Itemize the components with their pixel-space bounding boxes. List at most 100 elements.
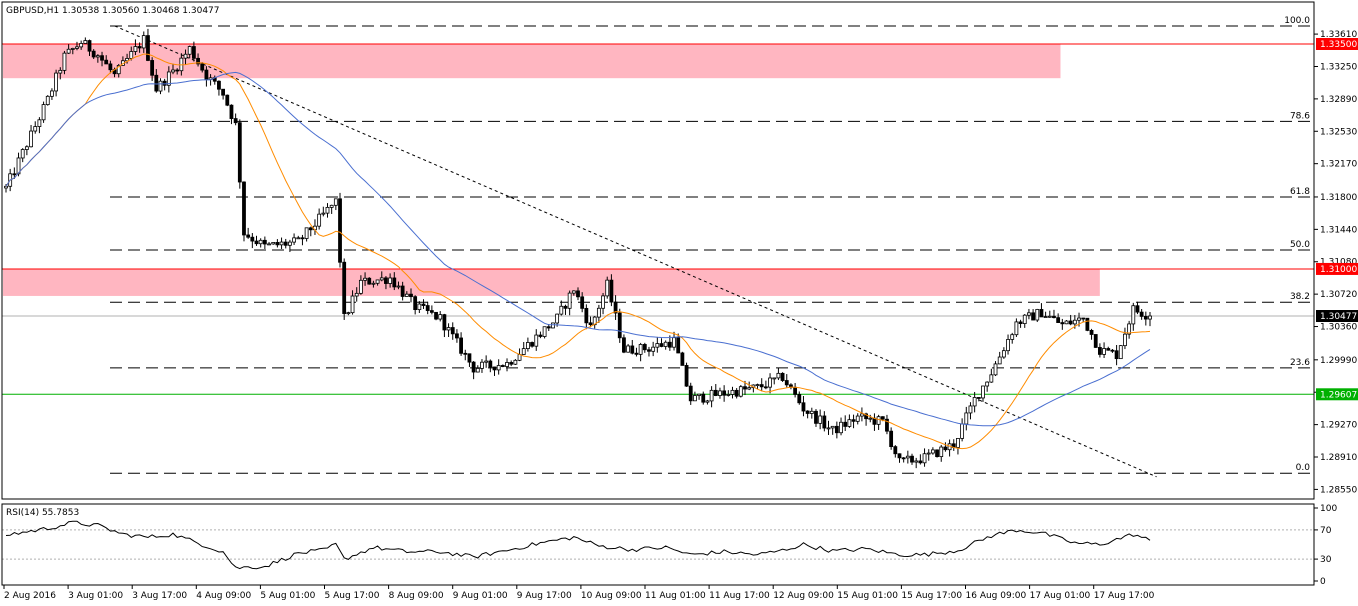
candle-body: [475, 368, 480, 373]
candle-body: [409, 293, 413, 298]
candle-body: [989, 374, 994, 383]
candle-body: [680, 352, 685, 366]
candle-body: [655, 343, 660, 348]
candle-body: [584, 307, 589, 324]
candle-body: [601, 295, 605, 309]
y-tick-label: 1.28550: [1320, 485, 1357, 495]
candle-body: [935, 449, 939, 458]
candle-body: [776, 372, 781, 379]
candle-body: [141, 35, 146, 49]
candle-body: [1006, 339, 1010, 352]
candle-body: [187, 46, 192, 55]
candle-body: [647, 349, 651, 352]
candle-body: [434, 311, 438, 320]
candle-body: [154, 74, 159, 92]
candle-body: [709, 389, 714, 402]
candle-body: [630, 345, 635, 354]
candle-body: [609, 279, 614, 303]
candle-body: [325, 207, 330, 214]
candle-body: [133, 46, 138, 52]
rsi-y-tick-label: 30: [1320, 555, 1332, 565]
y-tick-label: 1.28910: [1320, 453, 1357, 463]
fib-level-label: 38.2: [1290, 292, 1310, 302]
candle-body: [54, 72, 59, 92]
candle-body: [150, 60, 155, 76]
candle-body: [981, 385, 985, 399]
candle-body: [693, 395, 697, 402]
candle-body: [763, 386, 768, 389]
candle-body: [697, 393, 701, 396]
candle-body: [417, 303, 422, 311]
candle-body: [258, 239, 263, 245]
y-tick-label: 1.32890: [1320, 95, 1357, 105]
candle-body: [492, 366, 497, 371]
candle-body: [166, 71, 171, 86]
candle-body: [250, 236, 255, 242]
candle-body: [509, 362, 514, 365]
candle-body: [262, 239, 267, 245]
candle-body: [1068, 320, 1073, 325]
candle-body: [1118, 345, 1123, 360]
candle-body: [705, 400, 710, 403]
candle-body: [968, 405, 973, 414]
candle-body: [363, 277, 367, 281]
candle-body: [438, 314, 443, 320]
candle-body: [976, 397, 981, 399]
candle-body: [1039, 309, 1044, 318]
candle-body: [684, 365, 689, 387]
candle-body: [108, 63, 113, 71]
x-tick-label: 9 Aug 01:00: [453, 591, 508, 601]
candle-body: [308, 227, 313, 231]
candle-body: [734, 389, 739, 397]
candle-body: [505, 362, 509, 367]
candle-body: [576, 290, 580, 298]
candle-body: [1022, 314, 1027, 324]
candle-body: [855, 415, 860, 422]
candle-body: [95, 55, 100, 58]
candle-body: [1123, 333, 1127, 347]
candle-body: [805, 410, 810, 414]
y-tick-label: 1.29990: [1320, 356, 1357, 366]
candle-body: [1018, 321, 1023, 324]
candle-body: [930, 449, 935, 454]
candle-body: [801, 402, 806, 412]
candle-body: [467, 353, 472, 363]
candle-body: [75, 46, 79, 49]
candle-body: [83, 40, 88, 44]
candle-body: [338, 198, 342, 263]
candle-body: [889, 430, 894, 448]
candle-body: [818, 415, 823, 424]
candle-body: [104, 59, 109, 65]
candle-body: [484, 360, 489, 363]
candle-body: [392, 277, 397, 288]
candle-body: [613, 301, 618, 314]
candle-body: [713, 389, 718, 396]
y-tick-label: 1.29270: [1320, 421, 1357, 431]
candle-body: [1064, 320, 1069, 325]
candle-body: [880, 416, 885, 420]
candle-body: [555, 313, 560, 324]
moving-average-fast: [5, 53, 1151, 450]
candle-body: [45, 95, 50, 105]
candle-body: [860, 413, 864, 417]
candle-body: [225, 94, 230, 106]
candle-body: [1110, 349, 1115, 352]
y-tick-label: 1.30360: [1320, 323, 1357, 333]
candle-body: [333, 198, 338, 206]
candle-body: [33, 126, 38, 132]
candle-body: [814, 410, 818, 424]
fib-level-label: 23.6: [1290, 358, 1310, 368]
candle-body: [371, 282, 376, 285]
candle-body: [596, 307, 601, 318]
candle-body: [676, 337, 681, 354]
candle-body: [367, 277, 372, 285]
candle-body: [521, 348, 526, 355]
candle-body: [358, 279, 363, 294]
rsi-title: RSI(14) 55.7853: [6, 508, 80, 518]
candle-body: [793, 386, 798, 395]
price-marker-label: 1.29607: [1320, 390, 1357, 400]
candle-body: [534, 334, 539, 347]
y-tick-label: 1.30720: [1320, 290, 1357, 300]
x-tick-label: 15 Aug 17:00: [901, 591, 962, 601]
